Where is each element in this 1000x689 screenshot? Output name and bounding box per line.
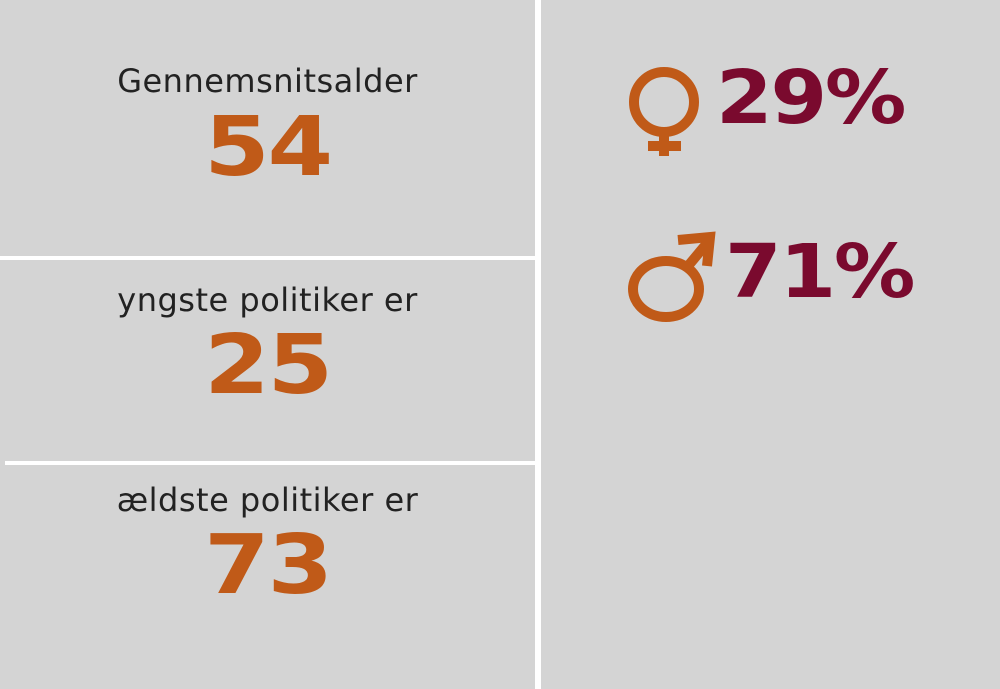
female-share: 29%	[716, 55, 906, 141]
female-icon	[629, 67, 699, 156]
male-icon	[628, 231, 716, 322]
divider	[535, 0, 541, 689]
stat-value: 73	[204, 518, 333, 613]
stat-label: yngste politiker er	[117, 281, 418, 319]
stat-label: Gennemsnitsalder	[117, 62, 418, 100]
stat-value: 54	[204, 100, 333, 195]
divider	[5, 461, 535, 465]
stat-value: 25	[204, 318, 333, 413]
male-share: 71%	[725, 229, 915, 315]
divider	[0, 256, 535, 260]
stat-label: ældste politiker er	[116, 481, 419, 519]
